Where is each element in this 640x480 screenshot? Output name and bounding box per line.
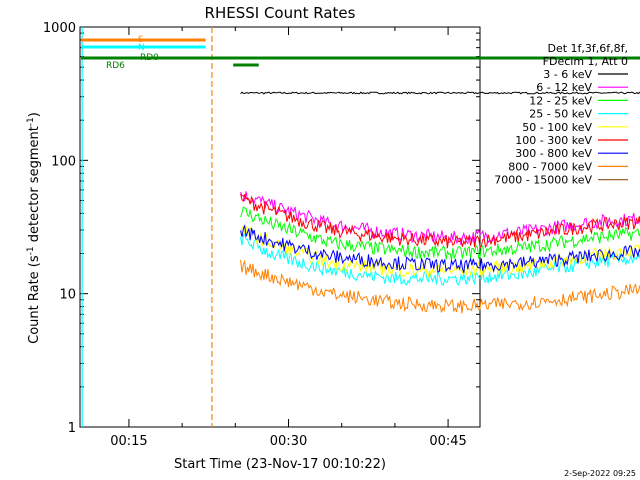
data-series-line <box>240 224 640 274</box>
y-tick-label: 100 <box>51 154 76 169</box>
data-series-line <box>240 191 640 245</box>
legend-entry-label: 12 - 25 keV <box>529 94 592 107</box>
flag-bar-label: S <box>138 35 144 45</box>
footer-date: 2-Sep-2022 09:25 <box>564 469 636 478</box>
plot-area: 1 10 100 1000 00:15 00:30 00:45 SN RD6 RD0 <box>43 21 640 449</box>
legend-entry-label: 50 - 100 keV <box>522 121 592 134</box>
y-axis-label-part: -1 <box>26 117 36 126</box>
y-tick-label: 10 <box>59 288 76 303</box>
flag-bar-label: RD0 <box>140 53 159 63</box>
y-axis-label-part: detector segment <box>27 126 42 246</box>
data-series-line <box>240 91 640 95</box>
x-tick-label: 00:15 <box>110 434 147 449</box>
y-axis-label-part: -1 <box>26 246 36 255</box>
x-tick-label: 00:30 <box>270 434 307 449</box>
x-axis-label: Start Time (23-Nov-17 00:10:22) <box>174 457 386 472</box>
legend-header-line: FDecim 1, Att 0 <box>543 55 628 68</box>
data-series-line <box>240 259 640 314</box>
legend: Det 1f,3f,6f,8f,FDecim 1, Att 03 - 6 keV… <box>494 42 628 187</box>
y-axis-label-part: ) <box>27 112 42 117</box>
flag-bar-label: RD6 <box>106 61 125 71</box>
flag-bar-label: N <box>138 43 145 53</box>
data-series-line <box>240 225 640 278</box>
data-series-line <box>240 193 640 249</box>
legend-entry-label: 3 - 6 keV <box>543 68 592 81</box>
legend-entry-label: 25 - 50 keV <box>529 108 592 121</box>
x-tick-label: 00:45 <box>429 434 466 449</box>
y-tick-label: 1 <box>68 421 76 436</box>
plot-frame <box>79 26 481 428</box>
legend-entry-label: 300 - 800 keV <box>515 147 592 160</box>
legend-entry-label: 7000 - 15000 keV <box>494 174 592 187</box>
y-axis-label: Count Rate (s-1 detector segment-1) <box>26 112 42 344</box>
legend-entry-label: 100 - 300 keV <box>515 134 592 147</box>
legend-entry-label: 6 - 12 keV <box>536 81 592 94</box>
y-axis-label-part: Count Rate (s <box>27 255 42 344</box>
chart-title: RHESSI Count Rates <box>205 4 356 22</box>
y-tick-label: 1000 <box>43 21 76 36</box>
data-series-line <box>240 206 640 261</box>
data-series-line <box>240 233 640 286</box>
legend-header-line: Det 1f,3f,6f,8f, <box>547 42 628 55</box>
legend-entry-label: 800 - 7000 keV <box>508 160 592 173</box>
